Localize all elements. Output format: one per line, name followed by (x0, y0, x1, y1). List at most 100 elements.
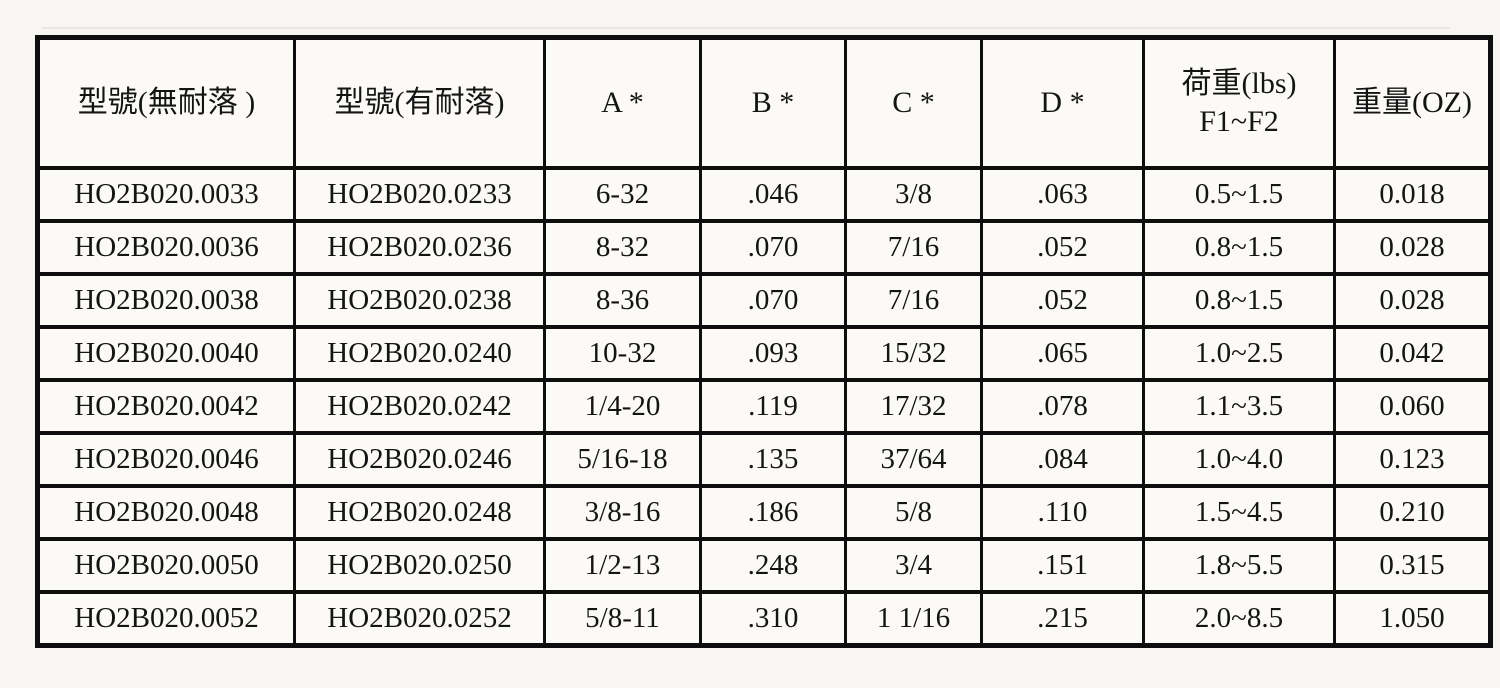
table-row: HO2B020.0036 HO2B020.0236 8-32.070 7/16.052… (36, 218, 1492, 276)
cell-model_plain: HO2B020.0052 (36, 589, 296, 648)
cell-model_patch: HO2B020.0246 (293, 430, 546, 488)
spec-table-body: HO2B020.0033 HO2B020.0233 6-32.046 3/8.063 0… (36, 165, 1492, 648)
header-cell-dim_b: B * (699, 35, 847, 170)
table-row: HO2B020.0046 HO2B020.0246 5/16-18.135 37/64… (36, 430, 1492, 488)
cell-load: 2.0~8.5 (1142, 589, 1336, 648)
header-label: 型號(有耐落) (334, 86, 505, 119)
header-label: 重量(OZ) (1352, 86, 1472, 119)
cell-dim_c: 7/16 (844, 271, 983, 329)
header-cell-dim_c: C * (844, 35, 983, 170)
cell-model_plain: HO2B020.0033 (36, 165, 296, 223)
header-label: C * (892, 86, 935, 119)
cell-model_plain: HO2B020.0048 (36, 483, 296, 541)
cell-dim_d: .084 (980, 430, 1145, 488)
cell-weight: 0.315 (1333, 536, 1492, 594)
header-cell-dim_d: D * (980, 35, 1145, 170)
cell-dim_b: .186 (699, 483, 847, 541)
cell-dim_a: 8-36 (543, 271, 702, 329)
cell-dim_d: .052 (980, 218, 1145, 276)
table-row: HO2B020.0038 HO2B020.0238 8-36.070 7/16.052… (36, 271, 1492, 329)
cell-dim_d: .063 (980, 165, 1145, 223)
scan-artifact-line (42, 27, 1450, 29)
table-row: HO2B020.0040 HO2B020.0240 10-32.093 15/32.0… (36, 324, 1492, 382)
cell-weight: 0.028 (1333, 271, 1492, 329)
cell-dim_c: 7/16 (844, 218, 983, 276)
cell-weight: 0.028 (1333, 218, 1492, 276)
cell-weight: 0.210 (1333, 483, 1492, 541)
cell-dim_b: .046 (699, 165, 847, 223)
cell-dim_b: .070 (699, 218, 847, 276)
cell-dim_c: 1 1/16 (844, 589, 983, 648)
table-row: HO2B020.0050 HO2B020.0250 1/2-13.248 3/4.15… (36, 536, 1492, 594)
cell-dim_d: .078 (980, 377, 1145, 435)
cell-dim_c: 37/64 (844, 430, 983, 488)
cell-load: 0.5~1.5 (1142, 165, 1336, 223)
cell-dim_a: 8-32 (543, 218, 702, 276)
cell-dim_c: 3/4 (844, 536, 983, 594)
header-label: A * (601, 86, 644, 119)
cell-model_patch: HO2B020.0240 (293, 324, 546, 382)
table-row: HO2B020.0033 HO2B020.0233 6-32.046 3/8.063 0… (36, 165, 1492, 223)
cell-dim_a: 3/8-16 (543, 483, 702, 541)
header-cell-load: 荷重(lbs) F1~F2 (1142, 35, 1336, 170)
table-row: HO2B020.0042 HO2B020.0242 1/4-20.119 17/32.… (36, 377, 1492, 435)
header-cell-model_plain: 型號(無耐落 ) (36, 35, 296, 170)
cell-model_plain: HO2B020.0040 (36, 324, 296, 382)
header-row: 型號(無耐落 ) 型號(有耐落) A * B * C * D * 荷重(lbs) F1~F2 重… (36, 35, 1492, 170)
cell-dim_a: 10-32 (543, 324, 702, 382)
cell-dim_d: .215 (980, 589, 1145, 648)
header-label: B * (751, 86, 795, 119)
cell-load: 1.1~3.5 (1142, 377, 1336, 435)
table-row: HO2B020.0048 HO2B020.0248 3/8-16.186 5/8.11… (36, 483, 1492, 541)
header-cell-weight: 重量(OZ) (1333, 35, 1492, 170)
cell-model_patch: HO2B020.0252 (293, 589, 546, 648)
cell-model_plain: HO2B020.0050 (36, 536, 296, 594)
cell-model_plain: HO2B020.0046 (36, 430, 296, 488)
cell-dim_c: 15/32 (844, 324, 983, 382)
cell-dim_d: .151 (980, 536, 1145, 594)
cell-dim_b: .248 (699, 536, 847, 594)
cell-model_patch: HO2B020.0233 (293, 165, 546, 223)
header-label: 型號(無耐落 ) (77, 86, 256, 119)
cell-load: 1.0~2.5 (1142, 324, 1336, 382)
cell-model_plain: HO2B020.0038 (36, 271, 296, 329)
cell-load: 0.8~1.5 (1142, 271, 1336, 329)
cell-dim_b: .093 (699, 324, 847, 382)
header-label: D * (1040, 86, 1085, 119)
header-label-line2: F1~F2 (1199, 104, 1279, 138)
table-row: HO2B020.0052 HO2B020.0252 5/8-11.310 1 1/16… (36, 589, 1492, 648)
cell-model_plain: HO2B020.0036 (36, 218, 296, 276)
cell-model_patch: HO2B020.0250 (293, 536, 546, 594)
cell-model_patch: HO2B020.0248 (293, 483, 546, 541)
cell-load: 1.0~4.0 (1142, 430, 1336, 488)
cell-dim_a: 6-32 (543, 165, 702, 223)
cell-dim_a: 5/16-18 (543, 430, 702, 488)
header-label: 荷重(lbs) (1181, 67, 1297, 101)
cell-weight: 0.018 (1333, 165, 1492, 223)
cell-weight: 0.060 (1333, 377, 1492, 435)
cell-model_patch: HO2B020.0236 (293, 218, 546, 276)
cell-weight: 1.050 (1333, 589, 1492, 648)
cell-weight: 0.123 (1333, 430, 1492, 488)
header-cell-dim_a: A * (543, 35, 702, 170)
cell-model_patch: HO2B020.0238 (293, 271, 546, 329)
cell-load: 1.5~4.5 (1142, 483, 1336, 541)
cell-model_plain: HO2B020.0042 (36, 377, 296, 435)
spec-table-header: 型號(無耐落 ) 型號(有耐落) A * B * C * D * 荷重(lbs) F1~F2 重… (36, 35, 1492, 170)
cell-dim_d: .052 (980, 271, 1145, 329)
header-cell-model_patch: 型號(有耐落) (293, 35, 546, 170)
cell-dim_d: .110 (980, 483, 1145, 541)
cell-dim_c: 3/8 (844, 165, 983, 223)
cell-dim_b: .070 (699, 271, 847, 329)
cell-dim_a: 5/8-11 (543, 589, 702, 648)
cell-weight: 0.042 (1333, 324, 1492, 382)
cell-model_patch: HO2B020.0242 (293, 377, 546, 435)
cell-dim_a: 1/2-13 (543, 536, 702, 594)
cell-load: 0.8~1.5 (1142, 218, 1336, 276)
cell-dim_b: .310 (699, 589, 847, 648)
spec-table: 型號(無耐落 ) 型號(有耐落) A * B * C * D * 荷重(lbs) F1~F2 重… (35, 35, 1493, 648)
cell-dim_d: .065 (980, 324, 1145, 382)
cell-dim_b: .135 (699, 430, 847, 488)
cell-dim_c: 17/32 (844, 377, 983, 435)
